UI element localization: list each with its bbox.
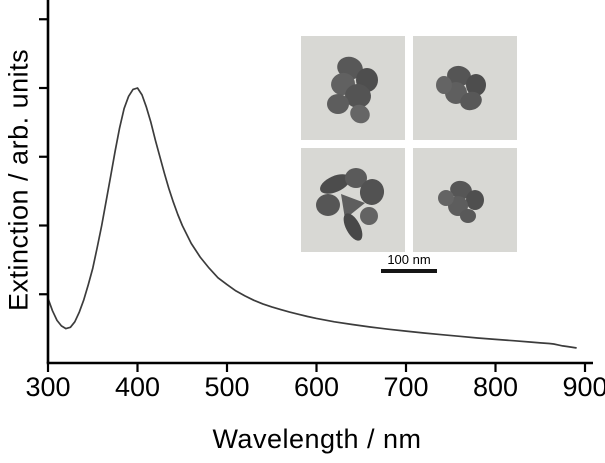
x-tick-label: 400: [115, 372, 160, 402]
tem-image-panel-2: [413, 36, 517, 140]
tem-image-panel-3: [301, 148, 405, 252]
x-tick-label: 900: [562, 372, 605, 402]
tem-panel-1-image: [327, 56, 378, 124]
x-tick-label: 600: [294, 372, 339, 402]
x-tick-label: 300: [25, 372, 70, 402]
extinction-curve: [47, 87, 577, 349]
tem-panel-3-image: [316, 168, 385, 241]
tem-panel-4-image: [438, 180, 484, 223]
x-axis-label: Wavelength / nm: [212, 424, 422, 454]
y-axis-label: Extinction / arb. units: [3, 48, 34, 312]
tem-image-panel-4: [413, 148, 517, 252]
x-tick-label: 500: [204, 372, 249, 402]
tem-inset: [301, 36, 517, 252]
scale-bar: 100 nm: [301, 252, 517, 273]
tem-panel-2-image: [436, 65, 486, 111]
scale-bar-label: 100 nm: [387, 252, 431, 267]
x-tick-label: 700: [383, 372, 428, 402]
scale-bar-line: [381, 269, 437, 273]
tem-image-panel-1: [301, 36, 405, 140]
x-tick-label: 800: [473, 372, 518, 402]
